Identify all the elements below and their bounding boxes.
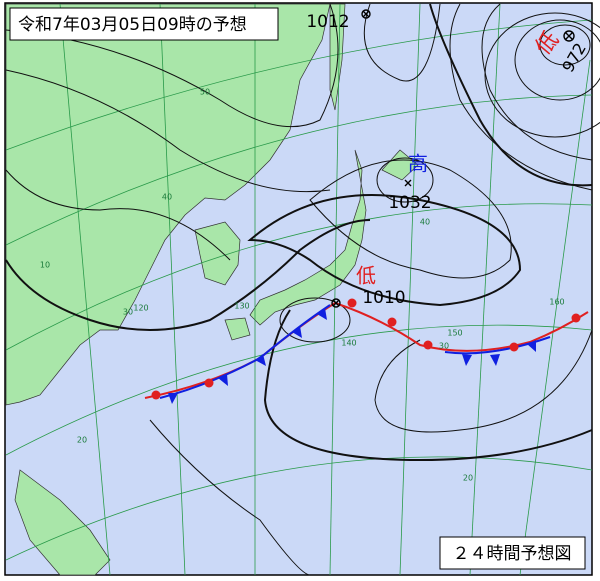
grid-label: 40 [420,218,430,227]
grid-label: 20 [463,474,473,483]
footer-box [439,536,586,570]
pressure-center-type: 高 [408,152,428,176]
land [5,3,419,576]
grid-label: 20 [77,436,87,445]
forecast-label: ２４時間予想図 [453,544,572,564]
pressure-center-value: 1010 [362,288,405,308]
grid-label: 140 [341,339,356,348]
center-marks [331,9,575,308]
grid-label: 50 [200,88,210,97]
title-box [9,7,279,41]
pressure-center-type: 低 [356,264,376,288]
grid-label: 40 [162,193,172,202]
grid-label: 150 [447,329,462,338]
map-title: 令和7年03月05日09時の予想 [18,15,247,35]
grid-label: 30 [439,342,449,351]
isobars [5,3,600,576]
grid-label: 130 [234,302,249,311]
grid-label: 160 [549,298,564,307]
grid-label: 10 [40,261,50,270]
grid-label: 120 [133,304,148,313]
isobar-label: 1012 [306,12,349,32]
grid-label: 30 [123,308,133,317]
front [144,298,589,404]
pressure-center-value: 1032 [388,193,431,213]
